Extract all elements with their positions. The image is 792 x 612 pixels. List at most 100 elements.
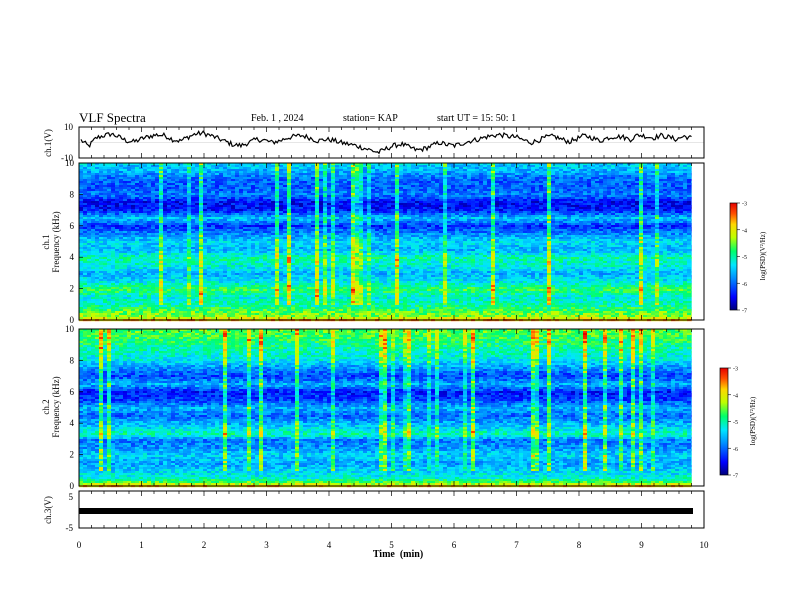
ch1-spectrogram-cell [579, 177, 583, 179]
ch1-spectrogram-cell [671, 165, 675, 167]
ch1-spectrogram-cell [427, 181, 431, 183]
ch1-spectrogram-cell [435, 173, 439, 175]
ch1-spectrogram-cell [203, 183, 207, 185]
ch1-spectrogram-cell [223, 169, 227, 171]
ch1-spectrogram-cell [411, 165, 415, 167]
ch1-spectrogram-cell [283, 185, 287, 187]
ch1-spectrogram-cell [507, 179, 511, 181]
ch1-spectrogram-cell [211, 173, 215, 175]
ch1-spectrogram-cell [331, 165, 335, 167]
ch1-spectrogram-cell [255, 185, 259, 187]
ch1-spectrogram-cell [351, 167, 355, 169]
ch1-spectrogram-cell [291, 185, 295, 187]
ch1-spectrogram-cell [459, 177, 463, 179]
ch1-spectrogram-cell [391, 173, 395, 175]
ch1-spectrogram-cell [387, 179, 391, 181]
ch1-spectrogram-cell [415, 177, 419, 179]
ch1-spectrogram-cell [135, 185, 139, 187]
ch1-spectrogram-cell [291, 177, 295, 179]
ch1-spectrogram-cell [395, 173, 399, 175]
ch1-spectrogram-cell [167, 169, 171, 171]
ch1-spectrogram-cell [383, 165, 387, 167]
ch1-spectrogram-cell [579, 165, 583, 167]
ch1-spectrogram-cell [287, 167, 291, 169]
ch1-spectrogram-cell [423, 169, 427, 171]
ch1-spectrogram-cell [135, 181, 139, 183]
ch1-spectrogram-cell [427, 183, 431, 185]
ch1-spectrogram-cell [211, 179, 215, 181]
ch1-spectrogram-cell [511, 177, 515, 179]
ch1-spectrogram-cell [607, 177, 611, 179]
ch1-spectrogram-cell [223, 183, 227, 185]
ch1-spectrogram-cell [555, 181, 559, 183]
ch1-spectrogram-cell [259, 177, 263, 179]
ch1-spectrogram-cell [491, 177, 495, 179]
ch1-spectrogram-cell [107, 171, 111, 173]
ch1-spectrogram-cell [675, 167, 679, 169]
ch1-spectrogram-cell [319, 175, 323, 177]
ch1-spectrogram-cell [183, 177, 187, 179]
ch1-spectrogram-cell [147, 183, 151, 185]
ch1-spectrogram-cell [631, 167, 635, 169]
ch1-spectrogram-cell [267, 185, 271, 187]
ch1-spectrogram-cell [331, 173, 335, 175]
ch1-spectrogram-cell [175, 183, 179, 185]
ch1-spectrogram-cell [535, 173, 539, 175]
ch1-spectrogram-cell [339, 179, 343, 181]
ch1-spectrogram-cell [599, 165, 603, 167]
ch1-spectrogram-cell [339, 181, 343, 183]
ch1-spectrogram-cell [579, 179, 583, 181]
ch1-spectrogram-cell [343, 171, 347, 173]
ch1-spectrogram-cell [163, 175, 167, 177]
ch1-spectrogram-cell [359, 179, 363, 181]
ch1-spectrogram-cell [483, 181, 487, 183]
ch1-spectrogram-cell [399, 183, 403, 185]
ch1-spectrogram-cell [567, 183, 571, 185]
ch1-spectrogram-cell [615, 175, 619, 177]
ch1-spectrogram-cell [435, 181, 439, 183]
ch1-spectrogram-cell [583, 173, 587, 175]
ch1-spectrogram-cell [335, 183, 339, 185]
ch1-spectrogram-cell [359, 175, 363, 177]
ch1-spectrogram-cell [347, 183, 351, 185]
ch1-spectrogram-cell [199, 177, 203, 179]
ch1-spectrogram-cell [419, 173, 423, 175]
ch1-spectrogram-cell [367, 185, 371, 187]
ch1-spectrogram-cell [595, 173, 599, 175]
ch1-spectrogram-cell [231, 175, 235, 177]
ch1-spectrogram-cell [487, 173, 491, 175]
ch1-spectrogram-cell [603, 165, 607, 167]
ch1-spectrogram-cell [543, 171, 547, 173]
ch1-spectrogram-cell [163, 179, 167, 181]
ch1-spectrogram-cell [439, 175, 443, 177]
ch1-spectrogram-cell [591, 175, 595, 177]
ch1-spectrogram-cell [475, 169, 479, 171]
ch1-spectrogram-cell [271, 167, 275, 169]
ch1-spectrogram-cell [511, 173, 515, 175]
ch1-spectrogram-cell [543, 181, 547, 183]
ch1-spectrogram-cell [447, 175, 451, 177]
ch1-spectrogram-cell [295, 179, 299, 181]
ch1-spectrogram-cell [567, 175, 571, 177]
ch1-spectrogram-cell [687, 175, 691, 177]
ch1-spectrogram-cell [287, 177, 291, 179]
ch1-spectrogram-cell [587, 165, 591, 167]
ch1-spectrogram-cell [647, 165, 651, 167]
ch1-spectrogram-cell [411, 173, 415, 175]
ch1-spectrogram-cell [251, 183, 255, 185]
ch1-spectrogram-cell [507, 173, 511, 175]
ch1-spectrogram-cell [463, 183, 467, 185]
ch1-spectrogram-cell [319, 173, 323, 175]
ch1-spectrogram-cell [607, 171, 611, 173]
ch1-spectrogram-cell [375, 167, 379, 169]
ch1-spectrogram-cell [219, 181, 223, 183]
ch1-spectrogram-cell [347, 167, 351, 169]
ch1-spectrogram-cell [515, 171, 519, 173]
ch1-spectrogram-cell [171, 181, 175, 183]
ch1-spectrogram-cell [159, 179, 163, 181]
ch1-spectrogram-cell [167, 173, 171, 175]
ch1-spectrogram-cell [623, 181, 627, 183]
ch1-spectrogram-cell [251, 173, 255, 175]
ch1-spectrogram-cell [283, 183, 287, 185]
ch1-spectrogram-cell [239, 171, 243, 173]
